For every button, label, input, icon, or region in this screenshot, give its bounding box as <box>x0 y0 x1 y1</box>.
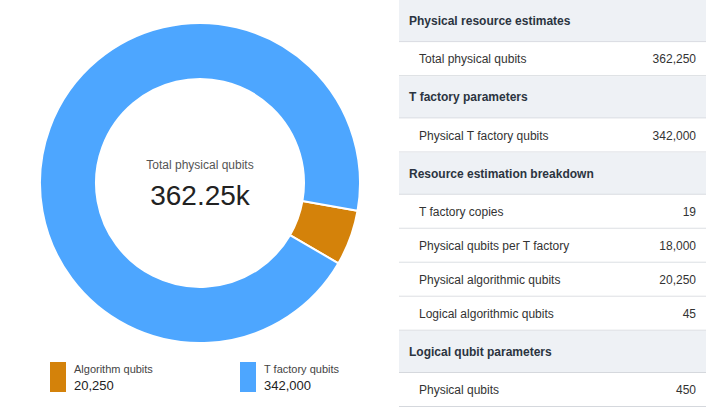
table-label: Physical qubits per T factory <box>419 239 569 253</box>
legend-swatch <box>50 362 66 392</box>
table-row <box>399 263 706 297</box>
donut <box>40 23 360 343</box>
table-separator <box>399 372 706 373</box>
legend-label: Algorithm qubits <box>74 363 153 375</box>
table-label: T factory copies <box>419 205 503 219</box>
table-row <box>399 297 706 331</box>
table-separator <box>399 118 706 119</box>
table-value: 45 <box>683 307 697 321</box>
table-label: Physical algorithmic qubits <box>419 273 560 287</box>
table-label: Physical T factory qubits <box>419 129 549 143</box>
table-separator <box>399 262 706 263</box>
legend-value: 342,000 <box>264 378 311 393</box>
table-row <box>399 373 706 407</box>
table-header-row <box>399 153 706 195</box>
table-separator <box>399 75 706 76</box>
table-separator <box>399 296 706 297</box>
table-row <box>399 42 706 76</box>
table-row <box>399 119 706 153</box>
table-value: 342,000 <box>653 129 697 143</box>
legend-swatch <box>240 362 256 392</box>
center-label: Total physical qubits <box>146 158 253 172</box>
table-separator <box>399 194 706 195</box>
table-header-row <box>399 0 706 42</box>
table-separator <box>399 228 706 229</box>
table-value: 20,250 <box>659 273 696 287</box>
table-header-row <box>399 76 706 118</box>
table-value: 18,000 <box>659 239 696 253</box>
table-label: Logical algorithmic qubits <box>419 307 554 321</box>
table-separator <box>399 406 706 407</box>
table-header: Resource estimation breakdown <box>409 167 594 181</box>
donut-slice <box>40 23 360 343</box>
table-separator <box>399 41 706 42</box>
table: Physical resource estimates Total physica… <box>399 0 706 407</box>
table-row <box>399 229 706 263</box>
background <box>0 0 706 407</box>
table-value: 19 <box>683 205 697 219</box>
table-header: Physical resource estimates <box>409 14 571 28</box>
table-header: T factory parameters <box>409 90 528 104</box>
table-value: 362,250 <box>653 52 697 66</box>
legend-value: 20,250 <box>74 378 114 393</box>
table-header: Logical qubit parameters <box>409 345 552 359</box>
center-value: 362.25k <box>150 180 251 211</box>
legend: Algorithm qubits 20,250 T factory qubits 34… <box>50 362 339 393</box>
table-header-row <box>399 331 706 373</box>
legend-label: T factory qubits <box>264 363 339 375</box>
table-value: 450 <box>676 383 696 397</box>
table-separator <box>399 330 706 331</box>
table-label: Total physical qubits <box>419 52 526 66</box>
table-row <box>399 195 706 229</box>
table-separator <box>399 152 706 153</box>
table-label: Physical qubits <box>419 383 499 397</box>
chart: Total physical qubits 362.25k Algorithm qu… <box>0 0 706 407</box>
